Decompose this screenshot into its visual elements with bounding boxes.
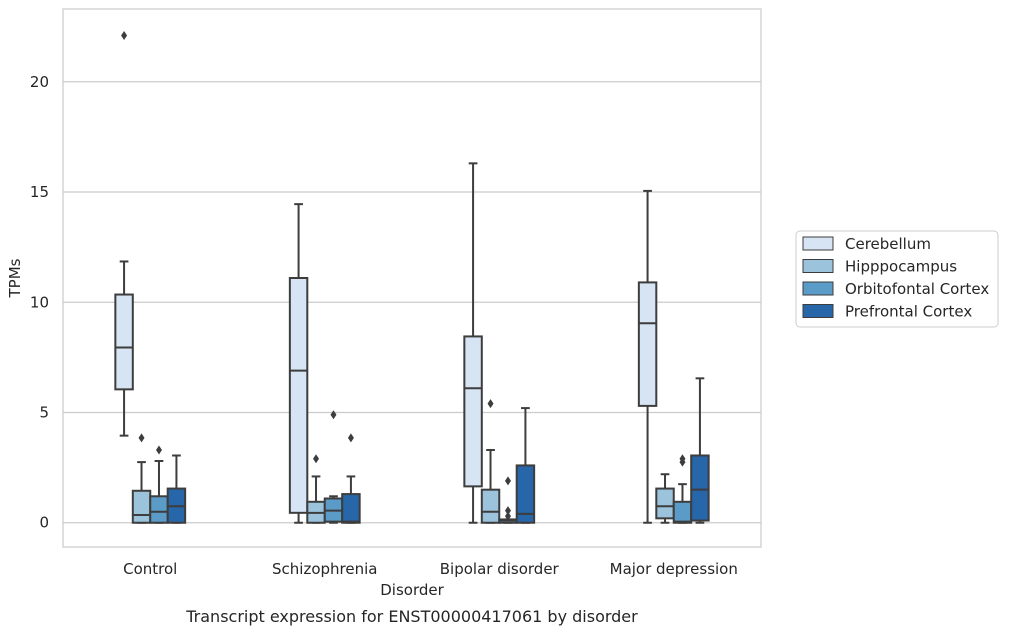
outlier-point — [504, 511, 511, 521]
y-tick-label: 10 — [30, 293, 49, 311]
box — [288, 203, 309, 524]
outlier-point — [330, 410, 337, 420]
outlier-point — [313, 454, 320, 464]
box — [341, 433, 361, 524]
x-tick-label: Major depression — [610, 560, 738, 578]
legend-label: Orbitofontal Cortex — [845, 280, 989, 298]
plot-frame — [62, 8, 762, 548]
y-tick-label: 5 — [39, 404, 49, 422]
legend-label: Prefrontal Cortex — [845, 303, 972, 321]
box-iqr — [149, 495, 169, 524]
legend: Cerebellum Hipppocampus Orbitofontal Corte… — [795, 230, 999, 328]
x-axis-label: Disorder — [380, 581, 444, 599]
box — [498, 476, 518, 524]
legend-swatch — [802, 259, 834, 273]
chart-caption: Transcript expression for ENST0000041706… — [185, 607, 638, 626]
box-iqr — [288, 277, 309, 514]
outlier-point — [487, 399, 494, 409]
box — [114, 30, 134, 437]
box — [323, 410, 344, 524]
outlier-point — [504, 506, 511, 516]
box-iqr — [655, 487, 675, 520]
box — [637, 189, 658, 524]
y-axis-label: TPMs — [6, 258, 24, 298]
box — [515, 407, 536, 524]
box-iqr — [672, 500, 693, 524]
x-tick-label: Control — [123, 560, 177, 578]
box-plot-area — [114, 30, 710, 524]
box — [480, 399, 501, 524]
x-tick-label: Schizophrenia — [272, 560, 377, 578]
outlier-point — [121, 30, 128, 40]
y-tick-label: 20 — [30, 73, 49, 91]
x-tick-label: Bipolar disorder — [440, 560, 560, 578]
box-iqr — [131, 489, 152, 524]
box-iqr — [637, 281, 658, 407]
legend-frame — [795, 230, 999, 328]
y-axis-ticks: 0 5 10 15 20 — [30, 73, 49, 532]
box — [672, 454, 693, 524]
outlier-point — [679, 457, 686, 467]
box — [306, 454, 326, 524]
legend-swatch — [802, 236, 834, 251]
y-tick-label: 15 — [30, 183, 49, 201]
outlier-point — [347, 433, 354, 443]
box — [149, 445, 169, 524]
outlier-point — [155, 445, 162, 455]
box — [690, 377, 710, 524]
box — [463, 162, 483, 524]
legend-label: Cerebellum — [845, 235, 931, 253]
box — [166, 454, 187, 524]
box-iqr — [463, 335, 483, 488]
box-iqr — [114, 293, 134, 391]
box-iqr — [480, 488, 501, 524]
legend-swatch — [802, 281, 834, 296]
legend-label: Hipppocampus — [845, 258, 957, 276]
box — [655, 473, 675, 524]
y-tick-label: 0 — [39, 514, 49, 532]
outlier-point — [504, 476, 511, 486]
box-iqr — [515, 464, 536, 524]
box-iqr — [690, 454, 710, 522]
box-iqr — [341, 493, 361, 524]
x-axis-ticks: Control Schizophrenia Bipolar disorder Majo… — [123, 560, 738, 578]
legend-swatch — [802, 304, 834, 318]
outlier-point — [138, 433, 145, 443]
box — [131, 433, 152, 524]
